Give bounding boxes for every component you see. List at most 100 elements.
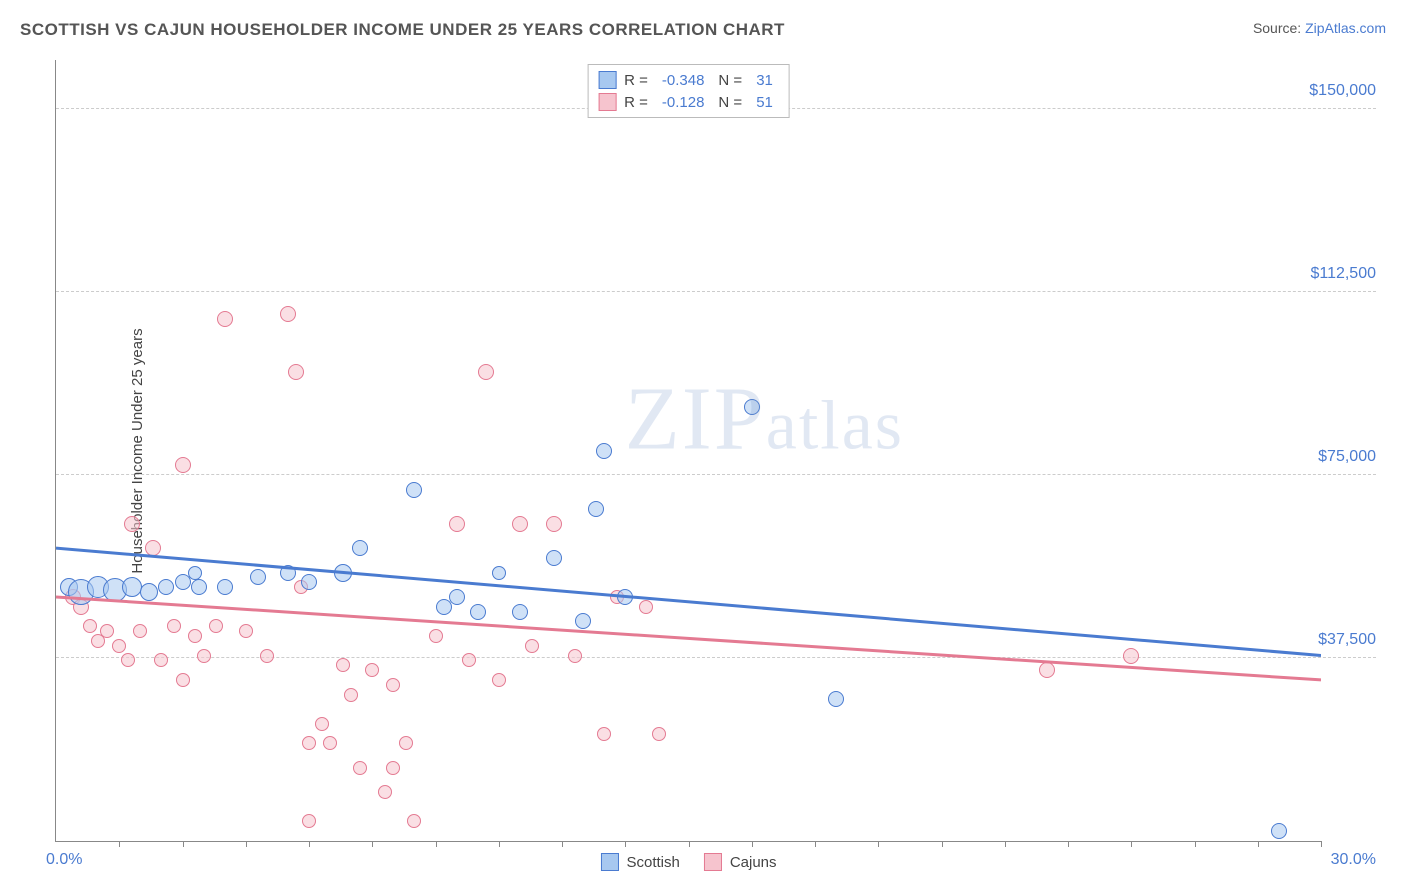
data-point bbox=[154, 653, 168, 667]
r-value: -0.128 bbox=[656, 94, 711, 111]
data-point bbox=[112, 639, 126, 653]
data-point bbox=[280, 565, 296, 581]
data-point bbox=[575, 613, 591, 629]
data-point bbox=[336, 658, 350, 672]
x-tick bbox=[1131, 841, 1132, 847]
data-point bbox=[449, 516, 465, 532]
data-point bbox=[386, 761, 400, 775]
data-point bbox=[250, 569, 266, 585]
x-tick bbox=[1005, 841, 1006, 847]
data-point bbox=[386, 678, 400, 692]
source-prefix: Source: bbox=[1253, 20, 1305, 36]
legend-row-cajuns: R = -0.128 N = 51 bbox=[598, 91, 779, 113]
x-tick bbox=[942, 841, 943, 847]
source-attribution: Source: ZipAtlas.com bbox=[1253, 20, 1386, 36]
legend-item-scottish: Scottish bbox=[600, 853, 679, 871]
x-axis-min-label: 0.0% bbox=[46, 851, 82, 869]
data-point bbox=[100, 624, 114, 638]
r-value: -0.348 bbox=[656, 72, 711, 89]
trend-line bbox=[56, 597, 1321, 680]
data-point bbox=[83, 619, 97, 633]
data-point bbox=[1271, 823, 1287, 839]
n-value: 31 bbox=[750, 72, 779, 89]
x-tick bbox=[183, 841, 184, 847]
data-point bbox=[209, 619, 223, 633]
data-point bbox=[596, 443, 612, 459]
data-point bbox=[512, 516, 528, 532]
r-label: R = bbox=[624, 72, 648, 89]
data-point bbox=[546, 516, 562, 532]
data-point bbox=[470, 604, 486, 620]
x-tick bbox=[372, 841, 373, 847]
data-point bbox=[352, 540, 368, 556]
data-point bbox=[334, 564, 352, 582]
legend-label: Cajuns bbox=[730, 854, 777, 871]
data-point bbox=[122, 577, 142, 597]
y-tick-label: $75,000 bbox=[1286, 448, 1376, 466]
n-label: N = bbox=[718, 72, 742, 89]
x-axis-max-label: 30.0% bbox=[1331, 851, 1376, 869]
data-point bbox=[462, 653, 476, 667]
data-point bbox=[302, 814, 316, 828]
data-point bbox=[344, 688, 358, 702]
y-tick-label: $112,500 bbox=[1286, 265, 1376, 283]
x-tick bbox=[689, 841, 690, 847]
x-tick bbox=[436, 841, 437, 847]
data-point bbox=[512, 604, 528, 620]
x-tick bbox=[1068, 841, 1069, 847]
data-point bbox=[546, 550, 562, 566]
data-point bbox=[288, 364, 304, 380]
data-point bbox=[315, 717, 329, 731]
data-point bbox=[378, 785, 392, 799]
data-point bbox=[176, 673, 190, 687]
data-point bbox=[239, 624, 253, 638]
data-point bbox=[121, 653, 135, 667]
data-point bbox=[140, 583, 158, 601]
data-point bbox=[124, 516, 140, 532]
data-point bbox=[167, 619, 181, 633]
x-tick bbox=[625, 841, 626, 847]
series-legend: Scottish Cajuns bbox=[600, 853, 776, 871]
data-point bbox=[449, 589, 465, 605]
data-point bbox=[639, 600, 653, 614]
data-point bbox=[478, 364, 494, 380]
data-point bbox=[217, 579, 233, 595]
data-point bbox=[1123, 648, 1139, 664]
source-link[interactable]: ZipAtlas.com bbox=[1305, 20, 1386, 36]
data-point bbox=[525, 639, 539, 653]
data-point bbox=[175, 457, 191, 473]
trend-lines bbox=[56, 60, 1321, 841]
swatch-icon bbox=[598, 71, 616, 89]
data-point bbox=[301, 574, 317, 590]
data-point bbox=[323, 736, 337, 750]
data-point bbox=[302, 736, 316, 750]
data-point bbox=[280, 306, 296, 322]
n-value: 51 bbox=[750, 94, 779, 111]
data-point bbox=[407, 814, 421, 828]
data-point bbox=[365, 663, 379, 677]
data-point bbox=[133, 624, 147, 638]
legend-label: Scottish bbox=[626, 854, 679, 871]
data-point bbox=[429, 629, 443, 643]
data-point bbox=[188, 566, 202, 580]
data-point bbox=[260, 649, 274, 663]
x-tick bbox=[878, 841, 879, 847]
data-point bbox=[568, 649, 582, 663]
data-point bbox=[145, 540, 161, 556]
data-point bbox=[1039, 662, 1055, 678]
watermark: ZIPatlas bbox=[625, 368, 904, 471]
data-point bbox=[399, 736, 413, 750]
data-point bbox=[652, 727, 666, 741]
data-point bbox=[492, 673, 506, 687]
plot-area: Householder Income Under 25 years ZIPatl… bbox=[55, 60, 1376, 842]
grid-line bbox=[56, 657, 1376, 658]
grid-line bbox=[56, 474, 1376, 475]
x-tick bbox=[246, 841, 247, 847]
y-tick-label: $150,000 bbox=[1286, 82, 1376, 100]
x-tick bbox=[1321, 841, 1322, 847]
x-tick bbox=[562, 841, 563, 847]
data-point bbox=[744, 399, 760, 415]
swatch-icon bbox=[704, 853, 722, 871]
data-point bbox=[197, 649, 211, 663]
data-point bbox=[406, 482, 422, 498]
